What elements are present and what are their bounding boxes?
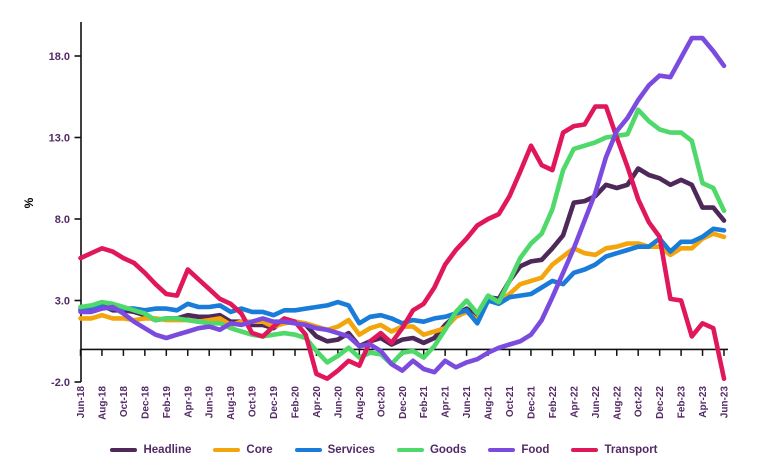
x-tick-label: Jun-21: [462, 386, 473, 419]
legend-label-food: Food: [521, 444, 550, 456]
x-tick-label: Apr-20: [312, 386, 323, 418]
legend-label-core: Core: [246, 444, 273, 456]
series-line-headline: [78, 166, 727, 349]
y-axis-title: %: [22, 197, 36, 208]
x-tick-label: Dec-21: [526, 386, 537, 419]
legend-item-services: Services: [294, 444, 375, 456]
x-tick-label: Dec-18: [140, 386, 151, 419]
legend-item-headline: Headline: [110, 444, 191, 456]
x-tick-label: Dec-19: [269, 386, 280, 419]
legend-swatch-core: [213, 447, 241, 453]
y-tick-label: 18.0: [49, 51, 70, 63]
tick-labels: 18.0 13.0 8.0 3.0 -2.0 Jun-18 Aug-18 Oct-18 Dec-…: [49, 51, 731, 420]
series-line-food: [78, 35, 727, 375]
x-tick-label: Aug-19: [226, 386, 237, 420]
x-tick-label: Apr-21: [441, 386, 452, 418]
series-lines: [78, 35, 727, 382]
series-line-services: [78, 226, 727, 326]
legend-item-core: Core: [213, 444, 273, 456]
legend-item-goods: Goods: [396, 444, 467, 456]
x-tick-label: Jun-23: [720, 386, 731, 419]
x-tick-label: Dec-20: [398, 386, 409, 419]
x-tick-label: Jun-22: [591, 386, 602, 419]
x-tick-label: Apr-22: [569, 386, 580, 418]
x-tick-label: Oct-22: [634, 386, 645, 418]
x-tick-label: Apr-23: [698, 386, 709, 418]
legend-label-services: Services: [327, 444, 375, 456]
x-tick-label: Oct-21: [505, 386, 516, 418]
x-tick-label: Dec-22: [655, 386, 666, 419]
legend-item-food: Food: [488, 444, 549, 456]
plot-area: % 18.0 13.0 8.0 3.0 -2.0 Jun-18 Aug-18 Oct-18 De…: [22, 22, 731, 420]
legend-swatch-goods: [396, 447, 424, 453]
legend-swatch-headline: [110, 447, 138, 453]
x-tick-label: Aug-21: [484, 386, 495, 420]
legend-swatch-transport: [571, 447, 599, 453]
legend-swatch-food: [488, 447, 516, 453]
legend-label-headline: Headline: [143, 444, 192, 456]
legend-swatch-services: [294, 447, 322, 453]
x-tick-label: Feb-22: [548, 386, 559, 419]
x-tick-label: Aug-18: [97, 386, 108, 420]
y-tick-label: 8.0: [55, 214, 70, 226]
x-tick-label: Apr-19: [183, 386, 194, 418]
x-tick-label: Aug-20: [355, 386, 366, 420]
y-tick-label: 13.0: [49, 133, 70, 145]
y-tick-label: 3.0: [55, 296, 70, 308]
x-tick-label: Feb-23: [677, 386, 688, 419]
x-tick-label: Feb-20: [291, 386, 302, 419]
x-tick-label: Feb-21: [419, 386, 430, 419]
x-tick-label: Aug-22: [612, 386, 623, 420]
legend-item-transport: Transport: [571, 444, 658, 456]
x-tick-label: Jun-20: [333, 386, 344, 419]
x-tick-label: Jun-19: [205, 386, 216, 419]
chart-legend: Headline Core Services Goods Food Transport: [0, 444, 768, 456]
y-tick-label: -2.0: [51, 377, 70, 389]
x-tick-label: Oct-18: [119, 386, 130, 418]
x-tick-label: Jun-18: [76, 386, 87, 419]
x-tick-label: Oct-20: [376, 386, 387, 418]
series-line-transport: [78, 104, 727, 382]
x-tick-label: Oct-19: [248, 386, 259, 418]
legend-label-goods: Goods: [429, 444, 467, 456]
x-tick-label: Feb-19: [162, 386, 173, 419]
legend-label-transport: Transport: [604, 444, 658, 456]
